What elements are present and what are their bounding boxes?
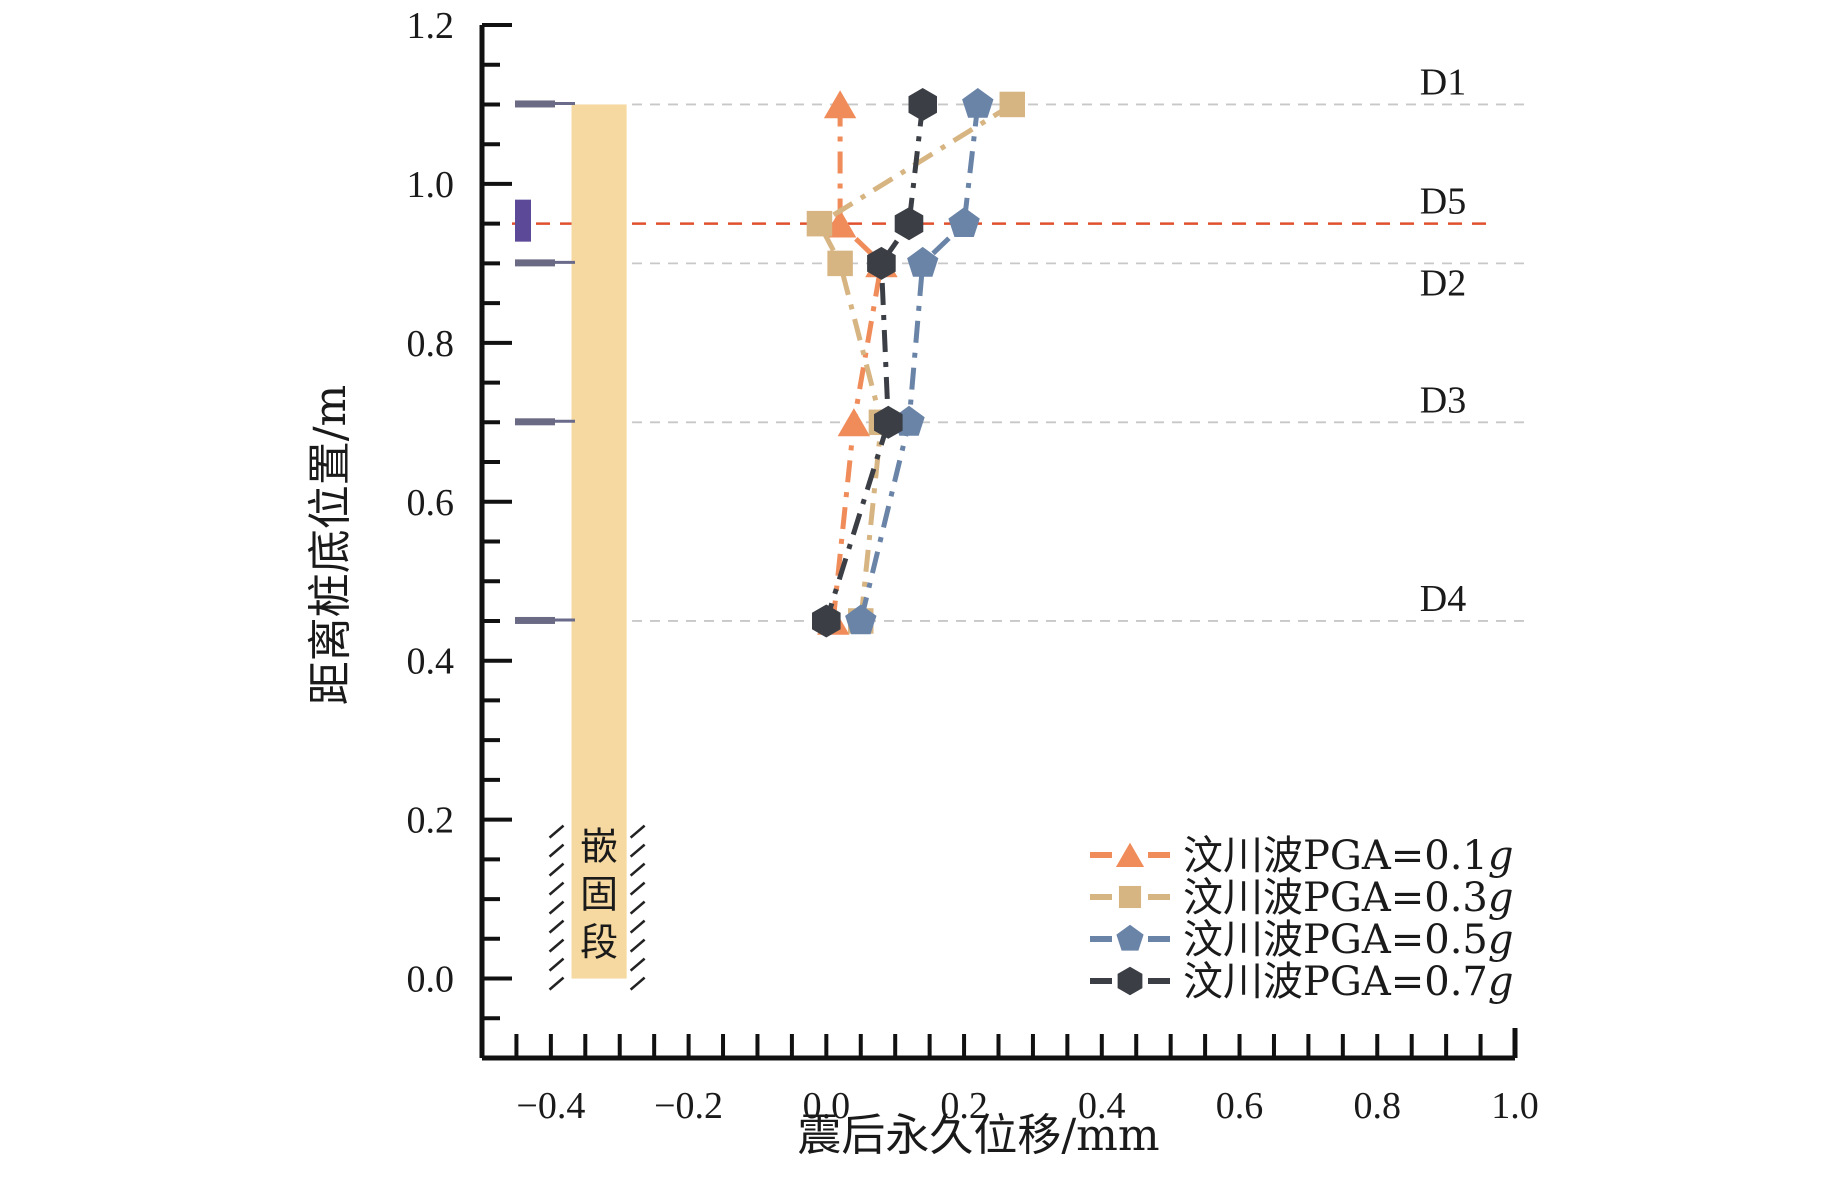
strain-gauge-icon	[515, 259, 555, 267]
legend-label: 汶川波PGA=0.5g	[1183, 917, 1514, 963]
legend-marker-pentagon	[1116, 924, 1144, 951]
y-tick-label: 1.2	[407, 5, 455, 47]
legend-label-unit: g	[1488, 917, 1514, 963]
data-point-square	[806, 210, 833, 237]
data-point-square	[999, 91, 1026, 118]
data-point-pentagon	[907, 246, 939, 277]
embedment-hatch	[548, 862, 565, 877]
embedment-hatch	[629, 843, 646, 858]
legend-label-main: 汶川波PGA=0.7	[1183, 959, 1488, 1005]
legend-marker-triangle	[1115, 842, 1145, 867]
y-tick-label: 0.2	[407, 800, 455, 842]
pile-diagram: 嵌固段	[515, 100, 646, 991]
pile-body	[571, 104, 627, 979]
accelerometer-icon	[515, 199, 531, 242]
x-tick-label: −0.4	[516, 1085, 585, 1127]
embedment-hatch	[548, 881, 565, 896]
legend-label-unit: g	[1488, 959, 1514, 1005]
legend-label-main: 汶川波PGA=0.1	[1183, 833, 1488, 879]
series-line-pentagon	[858, 104, 981, 622]
legend-item: 汶川波PGA=0.1g	[1090, 833, 1514, 879]
data-point-hexagon	[908, 88, 937, 121]
series-pentagon	[845, 88, 994, 635]
legend-marker-square	[1118, 885, 1142, 909]
y-tick-label: 0.4	[407, 641, 455, 683]
reference-label-d3: D3	[1420, 379, 1466, 421]
x-tick-label: 0.6	[1216, 1085, 1264, 1127]
embedment-hatch	[548, 938, 565, 953]
legend-label-unit: g	[1488, 833, 1514, 879]
y-tick-label: 0.0	[407, 959, 455, 1001]
embedment-hatch	[548, 824, 565, 839]
legend-label: 汶川波PGA=0.7g	[1183, 959, 1514, 1005]
embedment-hatch	[629, 900, 646, 915]
x-axis-title: 震后永久位移/mm	[797, 1110, 1159, 1161]
x-tick-label: 0.0	[803, 1085, 851, 1127]
x-tick-label: 0.2	[940, 1085, 988, 1127]
reference-label-d5: D5	[1420, 181, 1466, 223]
axes: 震后永久位移/mm 距离桩底位置/m 0.0 0.2 0.4 0.6 0.8 1.0 1.2…	[305, 5, 1539, 1161]
embedment-hatch	[548, 900, 565, 915]
embedment-hatch	[629, 919, 646, 934]
legend-label-unit: g	[1488, 875, 1514, 921]
data-point-hexagon	[874, 405, 903, 439]
data-point-pentagon	[962, 88, 994, 118]
strain-gauge-icon	[515, 616, 555, 624]
embedment-hatch	[548, 976, 565, 991]
strain-gauge-icon	[515, 418, 555, 426]
series-line-triangle	[830, 104, 885, 622]
data-point-square	[827, 250, 853, 277]
embedded-segment-label-char: 嵌	[580, 825, 618, 869]
legend: 汶川波PGA=0.1g汶川波PGA=0.3g汶川波PGA=0.5g汶川波PGA=…	[1090, 833, 1514, 1005]
embedded-segment-label-char: 固	[580, 873, 618, 917]
embedded-segment-label-char: 段	[580, 921, 618, 965]
legend-item: 汶川波PGA=0.7g	[1090, 959, 1514, 1005]
embedment-hatch	[629, 862, 646, 877]
embedment-hatch	[629, 881, 646, 896]
y-axis-title: 距离桩底位置/m	[305, 385, 356, 706]
data-point-triangle	[837, 408, 871, 437]
data-point-pentagon	[948, 207, 980, 237]
strain-gauge-icon	[515, 100, 555, 108]
x-tick-label: 0.8	[1354, 1085, 1402, 1127]
embedment-hatch	[629, 938, 646, 953]
embedment-hatch	[548, 843, 565, 858]
legend-label-main: 汶川波PGA=0.3	[1183, 875, 1488, 921]
embedment-hatch	[629, 957, 646, 972]
embedment-hatch	[629, 824, 646, 839]
data-point-hexagon	[867, 246, 896, 280]
embedment-hatch	[548, 957, 565, 972]
data-point-pentagon	[845, 604, 877, 635]
reference-label-d1: D1	[1420, 61, 1466, 103]
x-tick-label: 0.4	[1078, 1085, 1126, 1127]
y-tick-label: 1.0	[407, 164, 455, 206]
reference-label-d2: D2	[1420, 262, 1466, 304]
data-point-hexagon	[812, 604, 841, 638]
legend-marker-hexagon	[1117, 966, 1143, 996]
legend-label: 汶川波PGA=0.1g	[1183, 833, 1514, 879]
data-point-hexagon	[894, 207, 924, 241]
embedment-hatch	[629, 976, 646, 991]
y-tick-label: 0.8	[407, 323, 455, 365]
x-tick-label: −0.2	[654, 1085, 723, 1127]
x-tick-label: 1.0	[1491, 1085, 1539, 1127]
data-point-triangle	[823, 90, 857, 119]
data-series	[806, 88, 1026, 638]
reference-lines: D1 D5 D2 D3 D4	[512, 61, 1530, 622]
reference-label-d4: D4	[1420, 578, 1466, 620]
series-line-hexagon	[823, 104, 926, 622]
y-tick-label: 0.6	[407, 482, 455, 524]
legend-item: 汶川波PGA=0.3g	[1090, 875, 1514, 921]
legend-label-main: 汶川波PGA=0.5	[1183, 917, 1488, 963]
series-hexagon	[812, 88, 937, 638]
embedment-hatch	[548, 919, 565, 934]
legend-label: 汶川波PGA=0.3g	[1183, 875, 1514, 921]
legend-item: 汶川波PGA=0.5g	[1090, 917, 1514, 963]
